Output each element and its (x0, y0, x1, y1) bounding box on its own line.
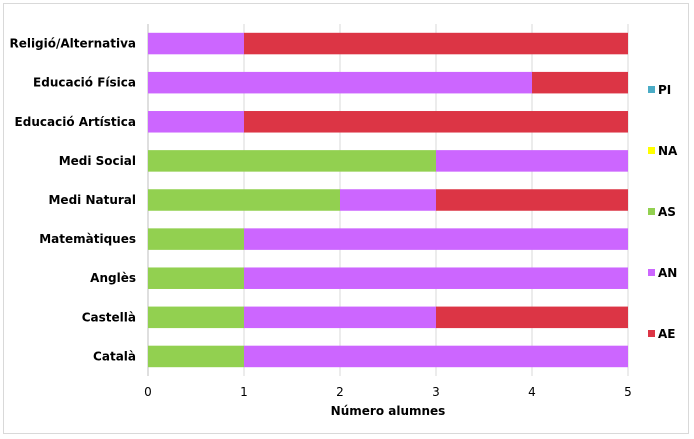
bar-segment (148, 71, 532, 94)
bar-segment (436, 189, 628, 211)
x-tick-label: 1 (240, 385, 248, 399)
legend-label: NA (658, 144, 678, 158)
legend-label: PI (658, 83, 671, 97)
bar-segment (148, 345, 244, 368)
legend-swatch (648, 208, 655, 215)
bar-segment (244, 267, 628, 289)
bar-segment (148, 228, 244, 250)
bar-segment (148, 111, 244, 133)
legend-swatch (648, 269, 655, 276)
x-tick-label: 4 (528, 385, 536, 399)
bar-segment (340, 189, 436, 211)
legend-label: AN (658, 266, 677, 280)
bar-segment (436, 150, 628, 172)
category-label: Medi Natural (48, 193, 136, 207)
legend-label: AS (658, 205, 676, 219)
category-label: Matemàtiques (39, 232, 136, 246)
category-labels: Català Castellà Anglès Matemàtiques Medi Nat… (9, 37, 136, 364)
bar-segment (148, 189, 340, 211)
category-label: Castellà (82, 310, 136, 324)
bar-segment (244, 345, 628, 368)
bar-segment (148, 267, 244, 289)
legend-swatch (648, 147, 655, 154)
category-label: Anglès (90, 271, 136, 285)
category-label: Medi Social (59, 154, 136, 168)
legend-swatch (648, 86, 655, 93)
bar-segment (244, 32, 628, 55)
bar-segment (148, 150, 436, 172)
category-label: Religió/Alternativa (9, 37, 136, 51)
bars (148, 32, 628, 368)
legend-label: AE (658, 327, 675, 341)
x-tick-label: 0 (144, 385, 152, 399)
bar-segment (148, 32, 244, 55)
x-tick-labels: 0 1 2 3 4 5 (144, 385, 632, 399)
bar-segment (436, 306, 628, 329)
category-label: Català (93, 349, 136, 363)
bar-segment (244, 306, 436, 329)
category-label: Educació Artística (15, 115, 136, 129)
x-tick-label: 5 (624, 385, 632, 399)
x-axis-title: Número alumnes (331, 404, 446, 418)
legend-swatch (648, 330, 655, 337)
legend: PI NA AS AN AE (648, 83, 678, 341)
bar-segment (244, 228, 628, 250)
x-tick-label: 2 (336, 385, 344, 399)
bar-segment (148, 306, 244, 329)
category-label: Educació Física (33, 76, 136, 90)
bar-segment (532, 71, 628, 94)
x-tick-label: 3 (432, 385, 440, 399)
bar-segment (244, 111, 628, 133)
